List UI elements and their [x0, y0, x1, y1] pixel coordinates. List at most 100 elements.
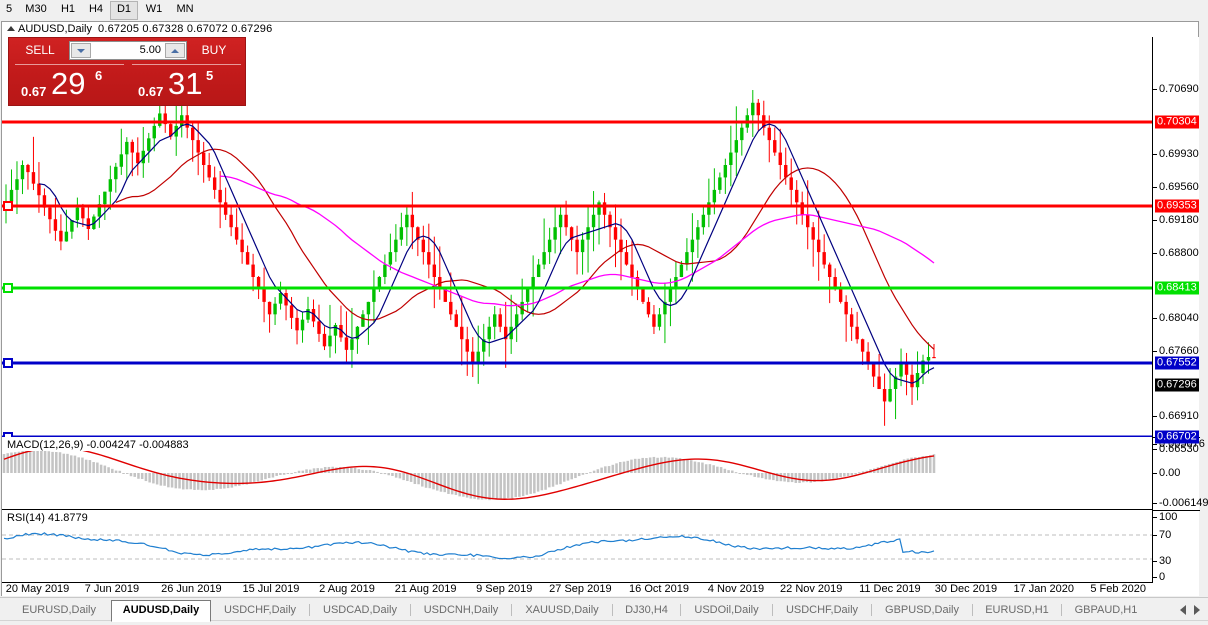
- tab-scroll-right-icon[interactable]: [1194, 605, 1200, 615]
- date-axis-label: 9 Sep 2019: [476, 583, 533, 595]
- macd-signal-line: [3, 447, 935, 500]
- date-axis-label: 22 Nov 2019: [780, 583, 843, 595]
- scale-tick: [1153, 89, 1157, 90]
- tab-separator: [309, 604, 310, 616]
- price-scale-label: 0.70690: [1159, 83, 1199, 95]
- chart-tab-usdchf-daily[interactable]: USDCHF,Daily: [785, 604, 859, 616]
- date-axis-label: 26 Jun 2019: [161, 583, 222, 595]
- rsi-pane[interactable]: RSI(14) 41.8779: [2, 511, 1152, 583]
- collapse-triangle-icon[interactable]: [7, 26, 15, 31]
- rsi-scale-label: 30: [1159, 555, 1172, 567]
- buy-price-quote[interactable]: 0.67 31 5: [130, 64, 243, 104]
- chart-tab-usdoil-daily[interactable]: USDOil,Daily: [694, 604, 759, 616]
- sell-price-superscript: 6: [95, 68, 103, 83]
- scale-tick: [1153, 253, 1157, 254]
- rsi-scale-label: 70: [1159, 529, 1172, 541]
- tab-separator: [511, 604, 512, 616]
- rsi-scale-label: 0: [1159, 571, 1166, 583]
- chart-title-bar: AUDUSD,Daily 0.67205 0.67328 0.67072 0.6…: [2, 22, 1198, 37]
- timeframe-button-h4[interactable]: H4: [88, 3, 104, 15]
- timeframe-button-5[interactable]: 5: [5, 3, 13, 15]
- horizontal-level-lines[interactable]: [2, 120, 1152, 437]
- one-click-trading-panel[interactable]: SELL 5.00 BUY 0.67 29 6 0.67 31 5: [8, 37, 246, 106]
- timeframe-toolbar: 5 M30 H1 H4 D1 W1 MN: [0, 0, 1208, 20]
- price-scale-label: 0.69560: [1159, 181, 1199, 193]
- sell-price-main: 29: [51, 66, 86, 101]
- timeframe-button-d1[interactable]: D1: [110, 1, 138, 20]
- level-price-label[interactable]: 0.69353: [1155, 199, 1199, 213]
- scale-tick: [1153, 561, 1157, 562]
- chart-tab-bar[interactable]: EURUSD,Daily AUDUSD,Daily USDCHF,Daily USDC…: [0, 597, 1208, 625]
- date-axis-label: 2 Aug 2019: [319, 583, 375, 595]
- volume-decrement-button[interactable]: [71, 43, 91, 58]
- tab-separator: [612, 604, 613, 616]
- chart-tab-dj30-h4[interactable]: DJ30,H4: [625, 604, 668, 616]
- tab-scroll-left-icon[interactable]: [1180, 605, 1186, 615]
- moving-average-overlays: [38, 123, 935, 384]
- level-price-label[interactable]: 0.70304: [1155, 115, 1199, 129]
- date-axis-label: 30 Dec 2019: [934, 583, 998, 595]
- tab-separator: [1061, 604, 1062, 616]
- macd-scale-label: -0.006149: [1159, 497, 1208, 509]
- price-scale-label: 0.68800: [1159, 247, 1199, 259]
- date-axis-label: 17 Jan 2020: [1013, 583, 1075, 595]
- date-axis-label: 15 Jul 2019: [242, 583, 300, 595]
- date-axis[interactable]: 20 May 2019 7 Jun 2019 26 Jun 2019 15 Jul 2…: [2, 583, 1199, 596]
- trade-panel-top-row: SELL 5.00 BUY: [9, 38, 245, 63]
- timeframe-button-h1[interactable]: H1: [60, 3, 76, 15]
- price-scale-label: 0.68040: [1159, 312, 1199, 324]
- buy-button[interactable]: BUY: [201, 43, 227, 57]
- level-price-label[interactable]: 0.68413: [1155, 281, 1199, 295]
- chart-tab-gbpusd-daily[interactable]: GBPUSD,Daily: [885, 604, 959, 616]
- date-axis-label: 20 May 2019: [5, 583, 70, 595]
- buy-price-superscript: 5: [206, 68, 214, 83]
- level-price-label[interactable]: 0.66702: [1155, 430, 1199, 444]
- chevron-down-icon: [77, 49, 85, 53]
- scale-tick: [1153, 187, 1157, 188]
- scale-tick: [1153, 154, 1157, 155]
- price-scale-label: 0.69930: [1159, 148, 1199, 160]
- chevron-up-icon: [171, 49, 179, 53]
- scale-tick: [1153, 535, 1157, 536]
- macd-pane[interactable]: MACD(12,26,9) -0.004247 -0.004883: [2, 438, 1152, 510]
- scale-tick: [1153, 577, 1157, 578]
- scale-tick: [1153, 351, 1157, 352]
- timeframe-button-m30[interactable]: M30: [25, 3, 47, 15]
- rsi-chart-svg: [2, 532, 1152, 560]
- price-scale-label: 0.69180: [1159, 214, 1199, 226]
- macd-scale-label: 0.00: [1159, 467, 1181, 479]
- chart-tab-eurusd-h1[interactable]: EURUSD,H1: [985, 604, 1049, 616]
- sell-price-prefix: 0.67: [21, 84, 47, 99]
- price-scale-label: 0.66530: [1159, 443, 1199, 455]
- level-price-label[interactable]: 0.67552: [1155, 356, 1199, 370]
- chart-tab-usdcnh-daily[interactable]: USDCNH,Daily: [423, 604, 499, 616]
- chart-tab-gbpaud-h1[interactable]: GBPAUD,H1: [1074, 604, 1138, 616]
- price-chart-svg: [2, 90, 1152, 437]
- current-price-label[interactable]: 0.67296: [1155, 378, 1199, 392]
- date-axis-label: 7 Jun 2019: [84, 583, 140, 595]
- chart-tab-usdchf-daily[interactable]: USDCHF,Daily: [223, 604, 297, 616]
- date-axis-label: 5 Feb 2020: [1090, 583, 1146, 595]
- volume-value: 5.00: [139, 44, 161, 56]
- date-axis-label: 21 Aug 2019: [394, 583, 457, 595]
- macd-chart-svg: [2, 447, 936, 501]
- date-axis-label: 27 Sep 2019: [549, 583, 612, 595]
- price-scale-label: 0.67660: [1159, 345, 1199, 357]
- scale-tick: [1153, 517, 1157, 518]
- sell-button[interactable]: SELL: [25, 43, 55, 57]
- chart-tab-eurusd-daily[interactable]: EURUSD,Daily: [22, 604, 96, 616]
- volume-input[interactable]: 5.00: [69, 41, 187, 60]
- timeframe-button-w1[interactable]: W1: [145, 3, 163, 15]
- scale-tick: [1153, 444, 1157, 445]
- sell-price-quote[interactable]: 0.67 29 6: [13, 64, 126, 104]
- date-axis-label: 11 Dec 2019: [859, 583, 921, 595]
- price-scale[interactable]: 0.70690 0.69930 0.69560 0.69180 0.68800 0.680…: [1152, 37, 1208, 583]
- buy-price-main: 31: [168, 66, 203, 101]
- candlestick-series: [4, 90, 936, 426]
- timeframe-button-mn[interactable]: MN: [176, 3, 194, 15]
- chart-tab-audusd-daily[interactable]: AUDUSD,Daily: [111, 600, 211, 622]
- chart-tab-xauusd-daily[interactable]: XAUUSD,Daily: [525, 604, 599, 616]
- volume-increment-button[interactable]: [165, 43, 185, 58]
- chart-tab-usdcad-daily[interactable]: USDCAD,Daily: [323, 604, 397, 616]
- buy-price-prefix: 0.67: [138, 84, 164, 99]
